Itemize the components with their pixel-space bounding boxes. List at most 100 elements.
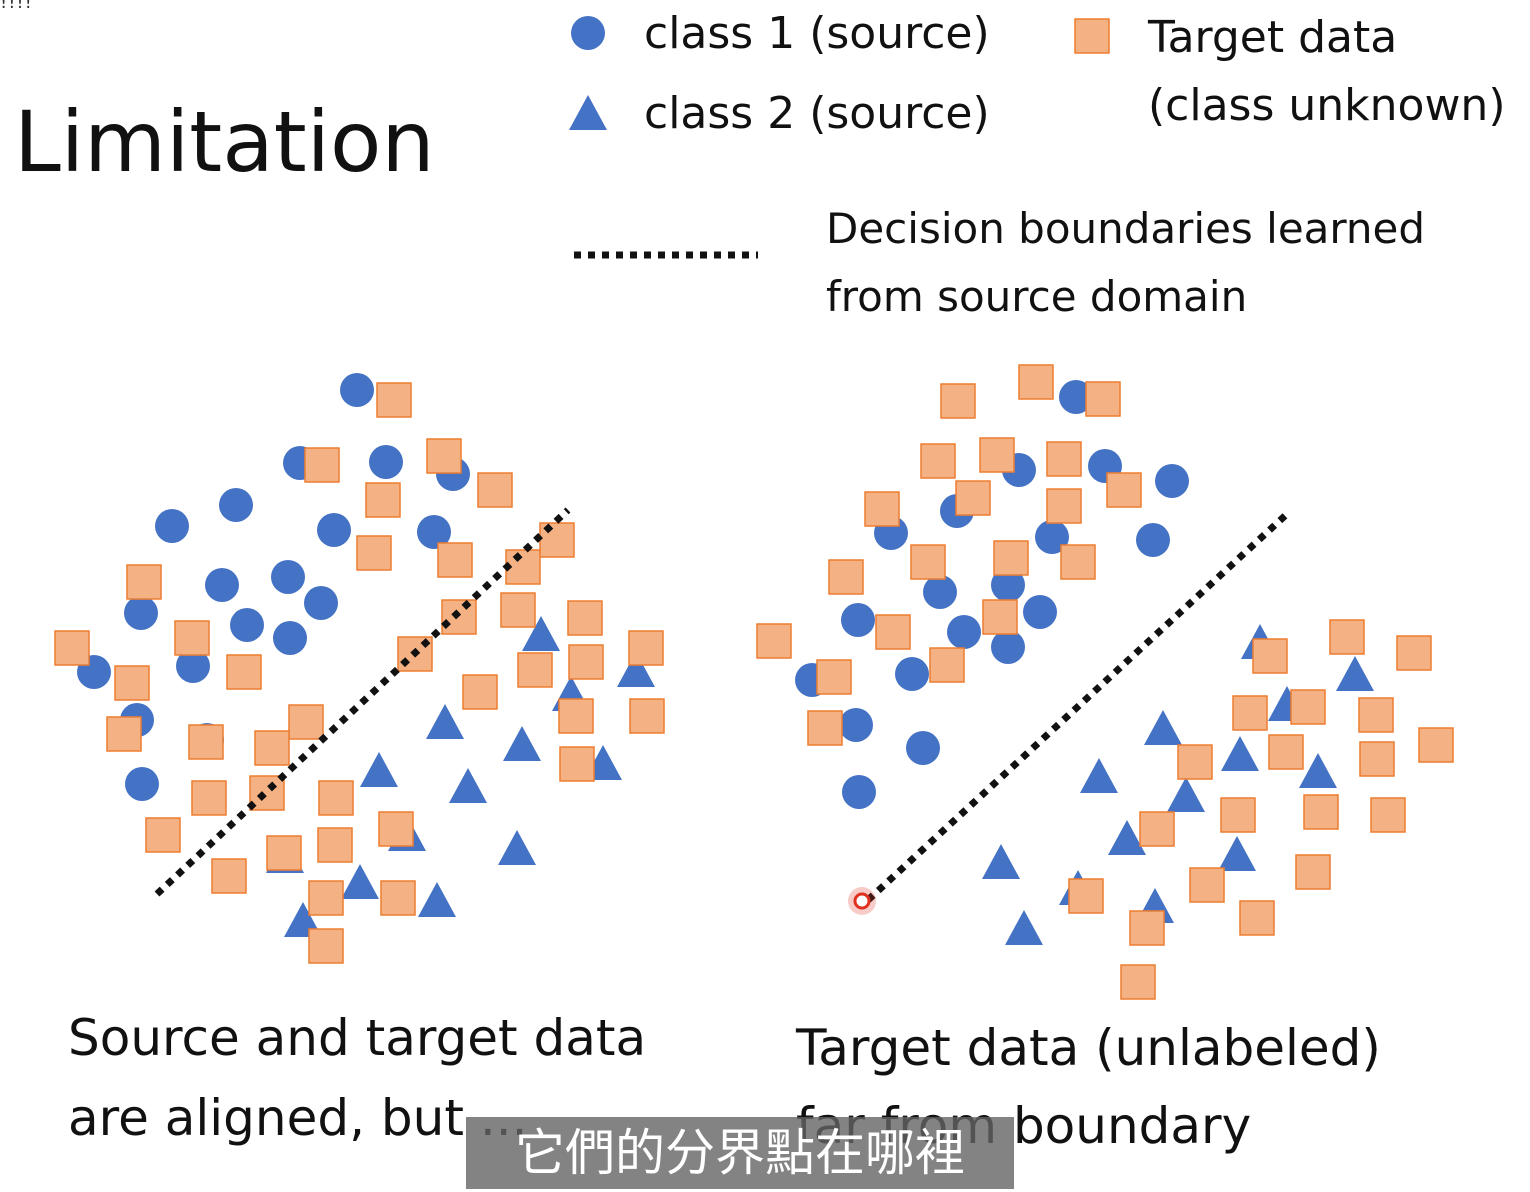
legend-class2-label: class 2 (source) xyxy=(644,88,990,139)
class1-circle xyxy=(947,615,981,649)
target-square xyxy=(266,835,302,871)
target-square xyxy=(940,383,976,419)
class2-triangle xyxy=(617,652,655,687)
target-square xyxy=(317,827,353,863)
target-square xyxy=(1268,734,1304,770)
class2-triangle xyxy=(418,882,456,917)
target-square xyxy=(558,698,594,734)
target-square xyxy=(249,775,285,811)
target-square xyxy=(106,716,142,752)
target-square xyxy=(114,665,150,701)
class1-circle xyxy=(1155,464,1189,498)
class2-triangle xyxy=(503,726,541,761)
target-square xyxy=(1303,794,1339,830)
class1-circle xyxy=(841,603,875,637)
target-square xyxy=(1139,811,1175,847)
target-square xyxy=(380,880,416,916)
class2-triangle xyxy=(1080,758,1118,793)
target-square xyxy=(920,443,956,479)
target-square xyxy=(500,592,536,628)
target-square xyxy=(1018,364,1054,400)
target-square xyxy=(1358,697,1394,733)
target-square xyxy=(365,482,401,518)
target-square xyxy=(1129,910,1165,946)
target-square xyxy=(226,654,262,690)
target-square xyxy=(1046,441,1082,477)
class2-triangle xyxy=(341,864,379,899)
target-square xyxy=(979,437,1015,473)
target-square xyxy=(356,535,392,571)
class1-circle xyxy=(842,775,876,809)
right-decision-boundary xyxy=(865,510,1291,903)
class2-triangle xyxy=(982,844,1020,879)
class1-circle xyxy=(230,608,264,642)
class2-triangle xyxy=(1336,656,1374,691)
class1-circle xyxy=(317,513,351,547)
class2-triangle xyxy=(426,704,464,739)
class2-triangle xyxy=(1167,777,1205,812)
target-square xyxy=(437,542,473,578)
class1-circle xyxy=(273,621,307,655)
class1-circle xyxy=(219,488,253,522)
target-square xyxy=(628,630,664,666)
target-square xyxy=(807,710,843,746)
class1-circle xyxy=(991,568,1025,602)
target-square xyxy=(982,599,1018,635)
target-square xyxy=(126,564,162,600)
class1-circle xyxy=(923,575,957,609)
target-square xyxy=(1085,381,1121,417)
class2-triangle xyxy=(449,768,487,803)
target-square xyxy=(756,623,792,659)
class1-circle xyxy=(304,586,338,620)
target-square xyxy=(910,544,946,580)
class2-triangle xyxy=(522,616,560,651)
left-caption-line2: are aligned, but ... xyxy=(68,1089,528,1147)
class1-circle xyxy=(906,731,940,765)
target-square xyxy=(568,644,604,680)
legend-boundary-sublabel: from source domain xyxy=(826,272,1248,321)
class2-triangle xyxy=(1299,753,1337,788)
class1-circle xyxy=(340,373,374,407)
target-square xyxy=(191,780,227,816)
target-square xyxy=(1220,797,1256,833)
target-square xyxy=(864,491,900,527)
class1-circle xyxy=(205,568,239,602)
target-square xyxy=(816,659,852,695)
target-square xyxy=(477,472,513,508)
target-square xyxy=(174,620,210,656)
class1-circle xyxy=(1136,523,1170,557)
target-square xyxy=(1359,741,1395,777)
target-square xyxy=(308,880,344,916)
class1-circle xyxy=(369,445,403,479)
legend-square-icon xyxy=(1074,18,1110,54)
target-square xyxy=(1046,488,1082,524)
target-square xyxy=(1232,695,1268,731)
target-square xyxy=(1177,744,1213,780)
subtitle-overlay xyxy=(466,1117,1014,1189)
corner-mark: !!!! xyxy=(0,0,33,13)
target-square xyxy=(308,928,344,964)
target-square xyxy=(929,647,965,683)
target-square xyxy=(567,600,603,636)
target-square xyxy=(1239,900,1275,936)
target-square xyxy=(1060,544,1096,580)
target-square xyxy=(54,630,90,666)
left-decision-boundary xyxy=(154,507,571,897)
right-caption-line1: Target data (unlabeled) xyxy=(796,1019,1381,1077)
target-square xyxy=(1106,472,1142,508)
target-square xyxy=(1370,797,1406,833)
slide-title: Limitation xyxy=(14,93,435,191)
target-square xyxy=(1396,635,1432,671)
legend-target-sublabel: (class unknown) xyxy=(1148,80,1506,131)
target-square xyxy=(1189,867,1225,903)
pointer-dot xyxy=(853,892,871,910)
target-square xyxy=(378,811,414,847)
target-square xyxy=(955,480,991,516)
class2-triangle xyxy=(1108,820,1146,855)
class1-circle xyxy=(271,560,305,594)
target-square xyxy=(1418,727,1454,763)
class1-circle xyxy=(176,649,210,683)
target-square xyxy=(875,614,911,650)
legend-target-label: Target data xyxy=(1148,12,1398,63)
